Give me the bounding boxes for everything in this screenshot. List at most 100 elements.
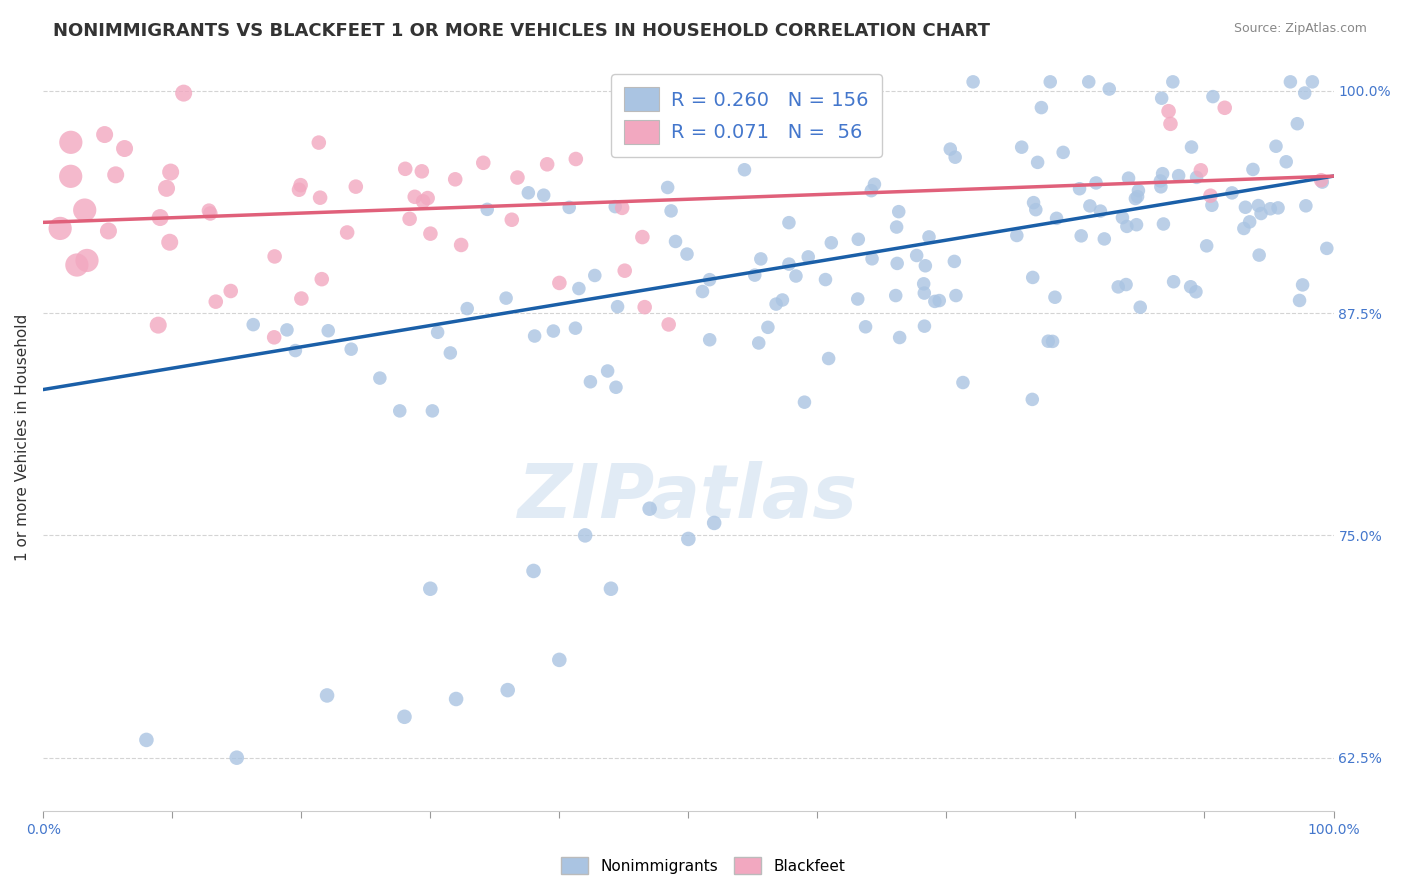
Point: [1195, 239, 1218, 253]
Point: [284, 343, 307, 358]
Point: [495, 291, 517, 305]
Point: [939, 142, 962, 156]
Point: [76, 253, 98, 268]
Point: [135, 732, 157, 747]
Point: [501, 212, 523, 227]
Point: [1092, 232, 1115, 246]
Point: [744, 268, 766, 282]
Point: [276, 323, 298, 337]
Point: [801, 128, 824, 143]
Point: [506, 170, 529, 185]
Point: [450, 238, 472, 252]
Point: [1098, 82, 1121, 96]
Point: [928, 293, 950, 308]
Point: [770, 293, 793, 307]
Point: [943, 254, 966, 268]
Point: [1310, 175, 1333, 189]
Point: [778, 257, 800, 271]
Point: [887, 204, 910, 219]
Point: [308, 136, 330, 150]
Point: [1249, 248, 1271, 262]
Point: [1239, 215, 1261, 229]
Point: [664, 235, 686, 249]
Point: [439, 346, 461, 360]
Point: [1199, 188, 1222, 202]
Point: [1115, 219, 1137, 234]
Point: [1115, 277, 1137, 292]
Point: [97, 224, 120, 238]
Point: [1241, 162, 1264, 177]
Point: [1157, 104, 1180, 119]
Point: [104, 168, 127, 182]
Point: [1295, 199, 1317, 213]
Point: [606, 300, 628, 314]
Point: [398, 211, 420, 226]
Legend: Nonimmigrants, Blackfeet: Nonimmigrants, Blackfeet: [555, 851, 851, 880]
Point: [1247, 198, 1270, 212]
Y-axis label: 1 or more Vehicles in Household: 1 or more Vehicles in Household: [15, 314, 30, 561]
Point: [817, 351, 839, 366]
Point: [316, 689, 339, 703]
Point: [884, 288, 907, 302]
Point: [444, 172, 467, 186]
Point: [1202, 89, 1225, 103]
Point: [846, 292, 869, 306]
Point: [886, 256, 908, 270]
Point: [1279, 75, 1302, 89]
Point: [290, 178, 312, 193]
Point: [659, 203, 682, 218]
Point: [1159, 117, 1181, 131]
Point: [219, 284, 242, 298]
Point: [962, 75, 984, 89]
Point: [1021, 392, 1043, 407]
Point: [416, 191, 439, 205]
Text: Source: ZipAtlas.com: Source: ZipAtlas.com: [1233, 22, 1367, 36]
Point: [368, 371, 391, 385]
Point: [543, 324, 565, 338]
Point: [1180, 279, 1202, 293]
Point: [1310, 173, 1333, 187]
Point: [1250, 206, 1272, 220]
Point: [638, 501, 661, 516]
Point: [564, 321, 586, 335]
Point: [1149, 174, 1171, 188]
Point: [1275, 154, 1298, 169]
Point: [1150, 179, 1173, 194]
Point: [522, 564, 544, 578]
Point: [1005, 228, 1028, 243]
Point: [159, 165, 181, 179]
Point: [1294, 86, 1316, 100]
Point: [778, 216, 800, 230]
Point: [1031, 101, 1053, 115]
Point: [1267, 201, 1289, 215]
Point: [225, 750, 247, 764]
Point: [159, 235, 181, 250]
Point: [1301, 75, 1323, 89]
Point: [49, 221, 72, 235]
Point: [1042, 334, 1064, 349]
Point: [860, 184, 883, 198]
Point: [419, 227, 441, 241]
Point: [918, 230, 941, 244]
Point: [574, 528, 596, 542]
Point: [1090, 204, 1112, 219]
Point: [311, 272, 333, 286]
Point: [263, 330, 285, 344]
Point: [73, 203, 96, 218]
Point: [558, 201, 581, 215]
Point: [863, 178, 886, 192]
Point: [820, 235, 842, 250]
Point: [1150, 91, 1173, 105]
Point: [344, 179, 367, 194]
Point: [613, 263, 636, 277]
Point: [242, 318, 264, 332]
Point: [394, 710, 416, 724]
Point: [426, 326, 449, 340]
Point: [114, 142, 136, 156]
Point: [1286, 117, 1309, 131]
Point: [886, 220, 908, 235]
Point: [1163, 275, 1185, 289]
Point: [412, 194, 434, 209]
Point: [657, 180, 679, 194]
Point: [596, 364, 619, 378]
